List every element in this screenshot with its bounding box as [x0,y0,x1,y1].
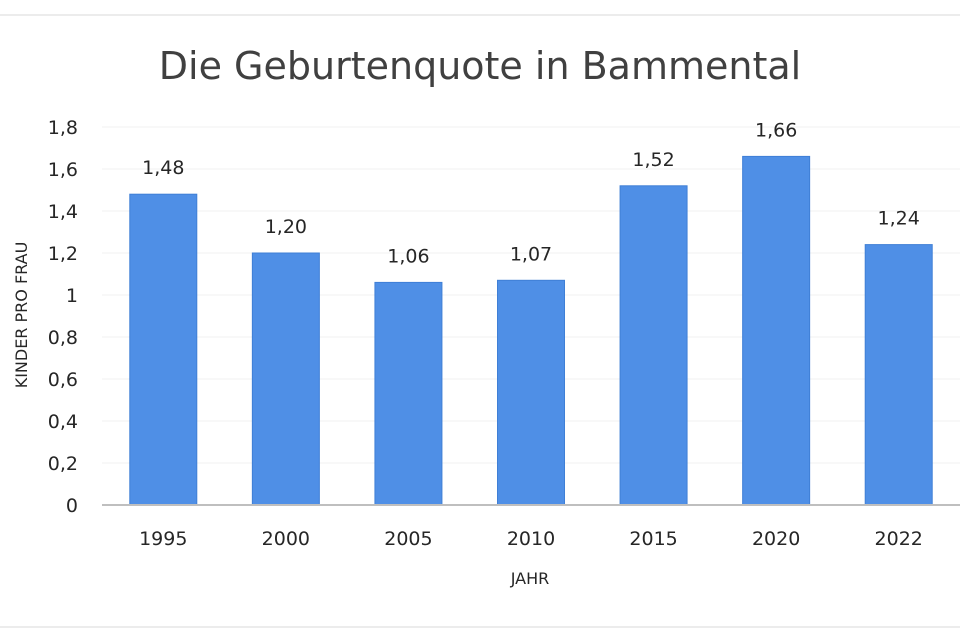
bar-2000 [251,252,320,506]
y-tick-label: 1 [66,285,78,307]
x-tick-label-2020: 2020 [752,528,800,550]
data-labels: 1,48 1,20 1,06 1,07 1,52 1,66 1,24 [142,119,920,267]
x-tick-label-2005: 2005 [384,528,432,550]
data-label-2015: 1,52 [632,149,674,171]
y-tick-label: 0 [66,495,78,517]
bar-2022 [864,244,933,506]
bar-2005 [374,281,443,506]
y-tick-label: 0,8 [48,327,78,349]
bar-1995 [129,193,198,506]
x-tick-label-1995: 1995 [139,528,187,550]
y-tick-label: 1,4 [48,201,78,223]
bar-2010 [497,279,565,506]
y-tick-label: 0,4 [48,411,78,433]
x-tick-label-2022: 2022 [875,528,923,550]
bar-2015 [619,185,688,506]
x-tick-labels: 1995 2000 2005 2010 2015 2020 2022 [139,528,923,550]
data-label-2020: 1,66 [755,119,797,141]
x-axis-label: JAHR [510,569,550,588]
y-tick-label: 1,2 [48,243,78,265]
x-tick-label-2000: 2000 [262,528,310,550]
y-tick-label: 0,6 [48,369,78,391]
chart-title: Die Geburtenquote in Bammental [159,44,801,88]
y-tick-label: 0,2 [48,453,78,475]
data-label-2022: 1,24 [878,208,920,230]
data-label-1995: 1,48 [142,157,184,179]
y-axis-label: KINDER PRO FRAU [12,242,31,389]
y-tick-label: 1,6 [48,159,78,181]
x-tick-label-2010: 2010 [507,528,555,550]
data-label-2010: 1,07 [510,243,552,265]
y-tick-label: 1,8 [48,117,78,139]
top-divider [0,14,960,16]
y-tick-labels: 0 0,2 0,4 0,6 0,8 1 1,2 1,4 1,6 1,8 [48,117,78,517]
bar-2020 [742,155,811,506]
x-tick-label-2015: 2015 [629,528,677,550]
data-label-2005: 1,06 [387,245,429,267]
bars [129,155,933,506]
data-label-2000: 1,20 [265,216,307,238]
bottom-divider [0,626,960,628]
